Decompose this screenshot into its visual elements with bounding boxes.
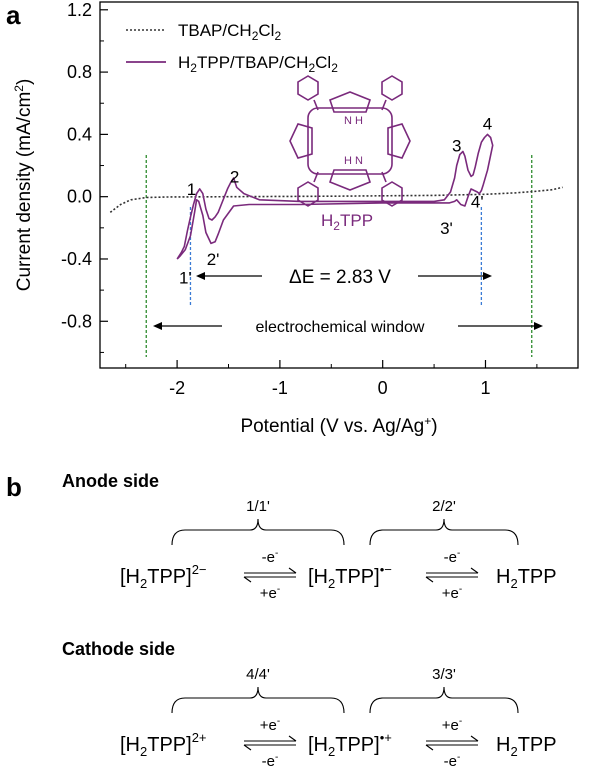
cathode-equilibrium-arrow-2	[425, 735, 479, 751]
peak-label: 1	[187, 180, 196, 199]
anode-equilibrium-arrow-1	[243, 567, 297, 583]
anode-brace-2	[369, 518, 519, 546]
delta-e-arrowhead-left	[196, 272, 205, 280]
delta-e-annotation: ΔE = 2.83 V	[196, 267, 492, 288]
y-tick-label: 0.4	[67, 124, 92, 144]
anode-equilibrium-arrow-2	[425, 567, 479, 583]
x-tick-label: 1	[480, 378, 490, 398]
y-axis-label: Current density (mA/cm2)	[12, 79, 35, 292]
series-line-sample	[176, 133, 494, 260]
anode-species-radical: [H2TPP]•−	[308, 562, 392, 591]
cathode-brace-label-1: 4/4'	[246, 666, 270, 683]
anode-title: Anode side	[62, 471, 159, 491]
cathode-species-neutral: H2TPP	[496, 734, 557, 759]
window-arrowhead-left	[153, 322, 162, 330]
cathode-arrow-2-top: +e-	[442, 716, 462, 734]
anode-arrow-2-top: -e-	[444, 548, 461, 566]
y-axis-ticks: -0.8 -0.4 0.0 0.4 0.8 1.2	[61, 0, 108, 353]
anode-species-dianion: [H2TPP]2−	[120, 562, 207, 591]
window-label: electrochemical window	[256, 319, 425, 336]
peak-label: 2'	[207, 250, 220, 269]
cathode-title: Cathode side	[62, 639, 175, 659]
cathode-species-dication: [H2TPP]2+	[120, 730, 207, 759]
y-tick-label: 0.8	[67, 62, 92, 82]
y-tick-label: 1.2	[67, 0, 92, 20]
panel-b-label: b	[6, 472, 22, 502]
x-tick-label: -1	[272, 378, 288, 398]
x-tick-label: 0	[378, 378, 388, 398]
y-tick-label: -0.8	[61, 311, 92, 331]
series-group	[109, 133, 563, 260]
anode-species-neutral: H2TPP	[496, 566, 557, 591]
legend-label-sample: H2TPP/TBAP/CH2Cl2	[178, 53, 338, 75]
legend-label-blank: TBAP/CH2Cl2	[178, 21, 281, 43]
nh-label-top: N H	[344, 115, 363, 127]
peak-label: 2	[230, 167, 239, 186]
peak-label: 1'	[179, 269, 192, 288]
cathode-arrow-1-bottom: -e-	[262, 752, 279, 770]
delta-e-label: ΔE = 2.83 V	[289, 267, 391, 288]
peak-label: 4'	[471, 192, 484, 211]
series-line-blank	[109, 186, 563, 213]
nh-label-bottom: H N	[344, 155, 363, 167]
y-tick-label: -0.4	[61, 249, 92, 269]
cathode-brace-2	[369, 686, 519, 714]
window-annotation: electrochemical window	[153, 319, 543, 336]
peak-label: 3'	[440, 219, 453, 238]
x-axis-label: Potential (V vs. Ag/Ag+)	[240, 414, 437, 437]
y-tick-label: 0.0	[67, 187, 92, 207]
peak-label: 4	[483, 114, 492, 133]
anode-brace-1	[171, 518, 345, 546]
anode-arrow-1-top: -e-	[262, 548, 279, 566]
legend: TBAP/CH2Cl2 H2TPP/TBAP/CH2Cl2	[126, 21, 338, 75]
anode-arrow-1-bottom: +e-	[260, 584, 280, 602]
cathode-species-radical: [H2TPP]•+	[308, 730, 392, 759]
peak-label: 3	[452, 136, 461, 155]
cathode-equilibrium-arrow-1	[243, 735, 297, 751]
cathode-arrow-1-top: +e-	[260, 716, 280, 734]
reference-lines	[145, 155, 533, 357]
panel-a-label: a	[6, 0, 21, 30]
molecule-label: H2TPP	[321, 211, 373, 233]
porphyrin-structure-icon	[289, 75, 411, 207]
x-axis-ticks: -2 -1 0 1	[125, 360, 538, 398]
cathode-arrow-2-bottom: -e-	[444, 752, 461, 770]
plot-frame	[99, 1, 579, 369]
anode-arrow-2-bottom: +e-	[442, 584, 462, 602]
anode-brace-label-1: 1/1'	[246, 498, 270, 515]
x-tick-label: -2	[169, 378, 185, 398]
anode-brace-label-2: 2/2'	[432, 498, 456, 515]
cathode-brace-1	[171, 686, 345, 714]
window-arrowhead-right	[534, 322, 543, 330]
delta-e-arrowhead-right	[483, 272, 492, 280]
peak-labels: 1 2 1' 2' 3 4 3' 4'	[179, 114, 492, 287]
cathode-brace-label-2: 3/3'	[432, 666, 456, 683]
